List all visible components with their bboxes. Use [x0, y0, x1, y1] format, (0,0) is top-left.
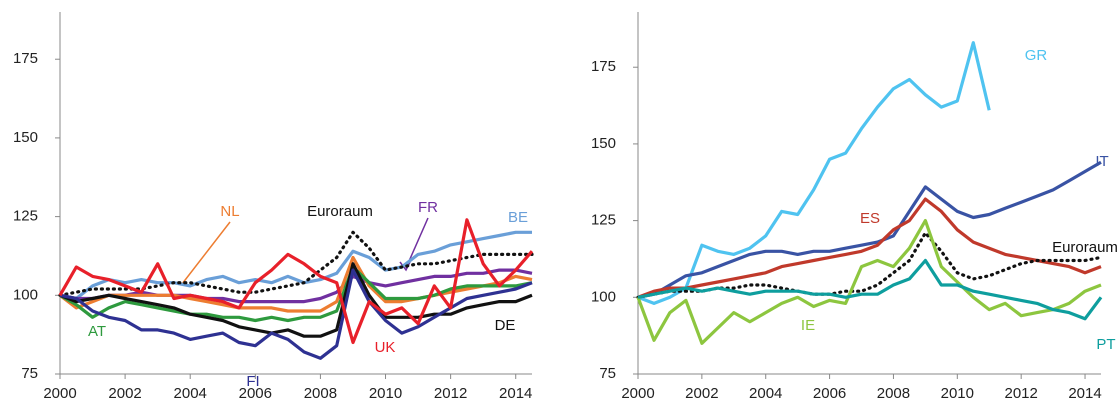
series-label: PT: [1096, 336, 1115, 353]
x-tick-label: 2002: [685, 385, 718, 402]
series-line: [59, 268, 533, 360]
x-tick-label: 2008: [877, 385, 910, 402]
y-tick-label: 175: [591, 58, 616, 75]
x-tick-label: 2004: [174, 385, 207, 402]
series-label: FI: [246, 373, 259, 390]
x-tick-label: 2006: [813, 385, 846, 402]
y-tick-label: 100: [13, 286, 38, 303]
x-tick-label: 2002: [108, 385, 141, 402]
series-line: [58, 218, 534, 345]
y-tick-label: 75: [599, 365, 616, 382]
y-tick-label: 125: [591, 212, 616, 229]
x-tick-label: 2010: [369, 385, 402, 402]
series-line: [636, 219, 1102, 345]
x-tick-label: 2014: [1068, 385, 1101, 402]
y-tick-label: 100: [591, 288, 616, 305]
series-line: [59, 230, 532, 301]
series-label: IT: [1095, 153, 1108, 170]
series-line: [637, 160, 1102, 299]
series-label: AT: [88, 323, 106, 340]
series-line: [637, 41, 991, 305]
series-line: [58, 230, 534, 297]
series-line: [637, 258, 1103, 321]
x-tick-label: 2006: [239, 385, 272, 402]
series-label: BE: [508, 209, 528, 226]
x-tick-label: 2000: [621, 385, 654, 402]
series-label: ES: [860, 210, 880, 227]
y-tick-label: 75: [21, 365, 38, 382]
series-line: [59, 262, 533, 338]
series-label: NL: [220, 203, 239, 220]
x-tick-label: 2004: [749, 385, 782, 402]
x-tick-label: 2000: [43, 385, 76, 402]
x-tick-label: 2012: [1004, 385, 1037, 402]
series-label: Euroraum: [307, 203, 373, 220]
series-label: IE: [801, 317, 815, 334]
y-tick-label: 150: [13, 129, 38, 146]
series-label: DE: [495, 317, 516, 334]
series-label: GR: [1025, 47, 1048, 64]
y-tick-label: 125: [13, 208, 38, 225]
series-label: FR: [418, 199, 438, 216]
series-label: UK: [375, 339, 396, 356]
y-tick-label: 150: [591, 135, 616, 152]
annotation-arrow: [181, 221, 231, 285]
x-tick-label: 2010: [941, 385, 974, 402]
series-label: Euroraum: [1052, 239, 1118, 256]
x-tick-label: 2012: [434, 385, 467, 402]
y-tick-label: 175: [13, 50, 38, 67]
series-line: [637, 197, 1102, 299]
x-tick-label: 2014: [499, 385, 532, 402]
x-tick-label: 2008: [304, 385, 337, 402]
